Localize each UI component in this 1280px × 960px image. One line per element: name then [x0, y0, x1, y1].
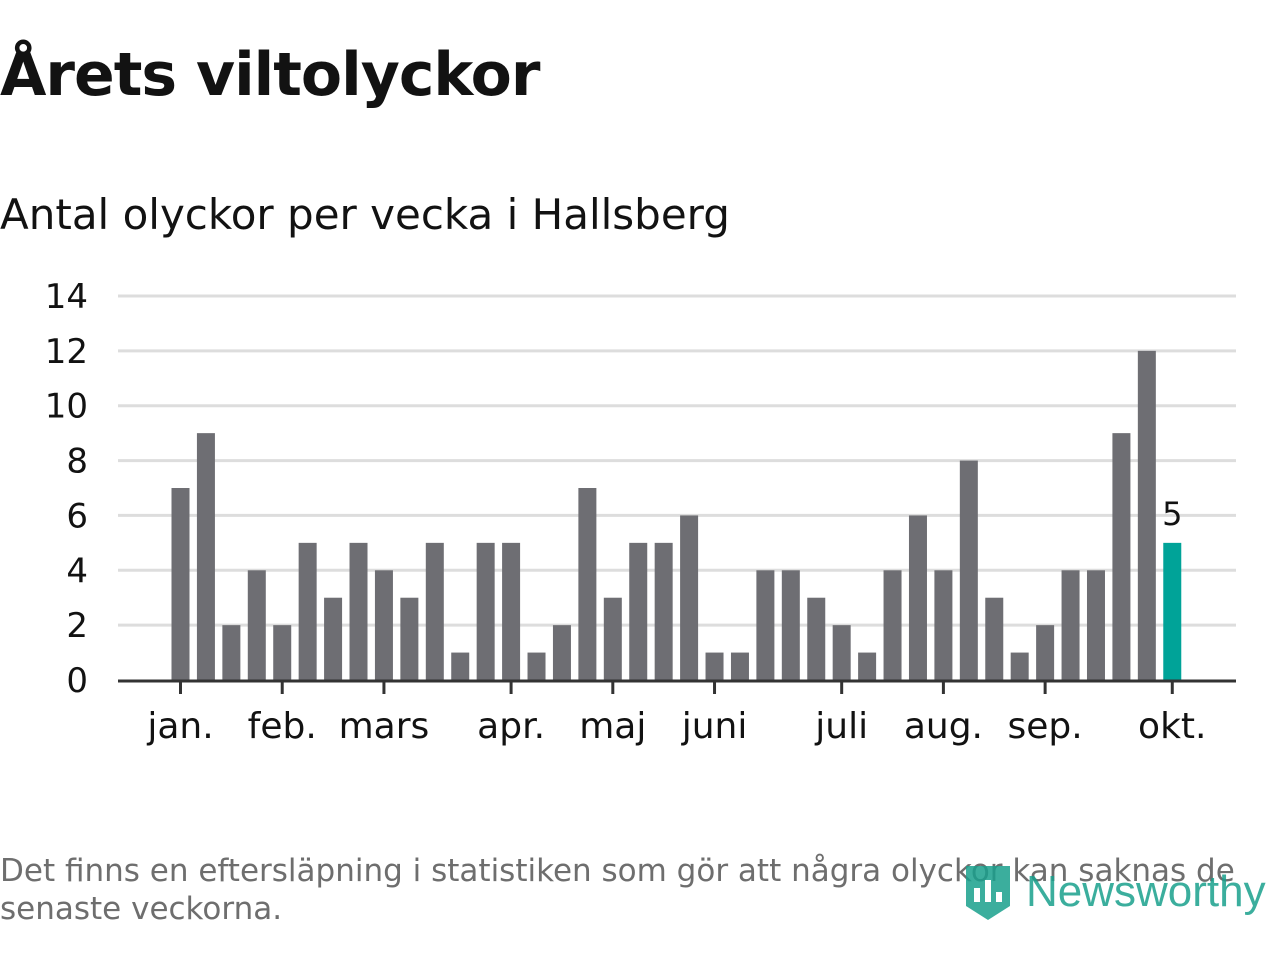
bars — [171, 350, 1182, 680]
y-tick-label: 6 — [66, 496, 88, 536]
x-tick-label: mars — [339, 706, 430, 747]
bar — [934, 570, 953, 680]
highlight-value-label: 5 — [1162, 495, 1182, 533]
bar — [374, 570, 393, 680]
y-tick-label: 12 — [45, 332, 88, 372]
bar — [1086, 570, 1105, 680]
bar — [298, 542, 317, 680]
newsworthy-chart-icon — [966, 866, 1010, 920]
chart-title: Årets viltolyckor — [0, 40, 540, 110]
bar — [985, 597, 1004, 680]
x-tick-label: feb. — [248, 706, 317, 747]
bar — [349, 542, 368, 680]
x-tick-label: jan. — [146, 706, 213, 747]
bar — [273, 625, 292, 680]
x-tick-label: juli — [814, 706, 868, 747]
bar — [171, 488, 190, 680]
y-tick-label: 4 — [66, 551, 88, 591]
bar — [527, 652, 546, 680]
bar — [196, 433, 215, 680]
bar — [959, 460, 978, 680]
x-tick-label: apr. — [477, 706, 545, 747]
bar — [832, 625, 851, 680]
bar — [858, 652, 877, 680]
bar — [1010, 652, 1029, 680]
bar — [324, 597, 343, 680]
x-tick-label: okt. — [1138, 706, 1206, 747]
newsworthy-logo: Newsworthy — [962, 862, 1266, 922]
bar — [1163, 542, 1182, 680]
bar — [680, 515, 699, 680]
bar — [730, 652, 749, 680]
y-tick-label: 14 — [45, 277, 88, 317]
x-tick-label: juni — [681, 706, 748, 747]
x-tick-label: sep. — [1008, 706, 1083, 747]
x-tick-label: aug. — [904, 706, 983, 747]
bar — [578, 488, 597, 680]
bar — [756, 570, 775, 680]
bar — [629, 542, 648, 680]
bar — [451, 652, 470, 680]
x-tick-label: maj — [579, 706, 646, 747]
bar — [476, 542, 495, 680]
data-labels: 5 — [1162, 495, 1182, 533]
bar — [552, 625, 571, 680]
bar — [1061, 570, 1080, 680]
bar — [603, 597, 622, 680]
bar — [1137, 350, 1156, 680]
bar — [705, 652, 724, 680]
footnote: Det finns en eftersläpning i statistiken… — [0, 853, 1235, 927]
bar — [425, 542, 444, 680]
bar-chart: 0 2 4 6 8 10 12 14 jan. feb. mars apr. maj juni juli a… — [45, 277, 1236, 747]
bar — [883, 570, 902, 680]
bar — [400, 597, 419, 680]
y-tick-label: 0 — [66, 661, 88, 701]
chart-subtitle: Antal olyckor per vecka i Hallsberg — [0, 190, 730, 239]
bar — [1112, 433, 1131, 680]
bar — [1036, 625, 1055, 680]
y-axis-ticks: 0 2 4 6 8 10 12 14 — [45, 277, 88, 701]
y-tick-label: 8 — [66, 442, 88, 482]
bar — [908, 515, 927, 680]
bar — [222, 625, 241, 680]
bar — [247, 570, 266, 680]
bar — [654, 542, 673, 680]
y-tick-label: 2 — [66, 606, 88, 646]
x-axis: jan. feb. mars apr. maj juni juli aug. sep. okt. — [118, 679, 1236, 747]
bar — [807, 597, 826, 680]
bar — [781, 570, 800, 680]
logo-text: Newsworthy — [1026, 867, 1266, 916]
y-tick-label: 10 — [45, 387, 88, 427]
bar — [502, 542, 521, 680]
